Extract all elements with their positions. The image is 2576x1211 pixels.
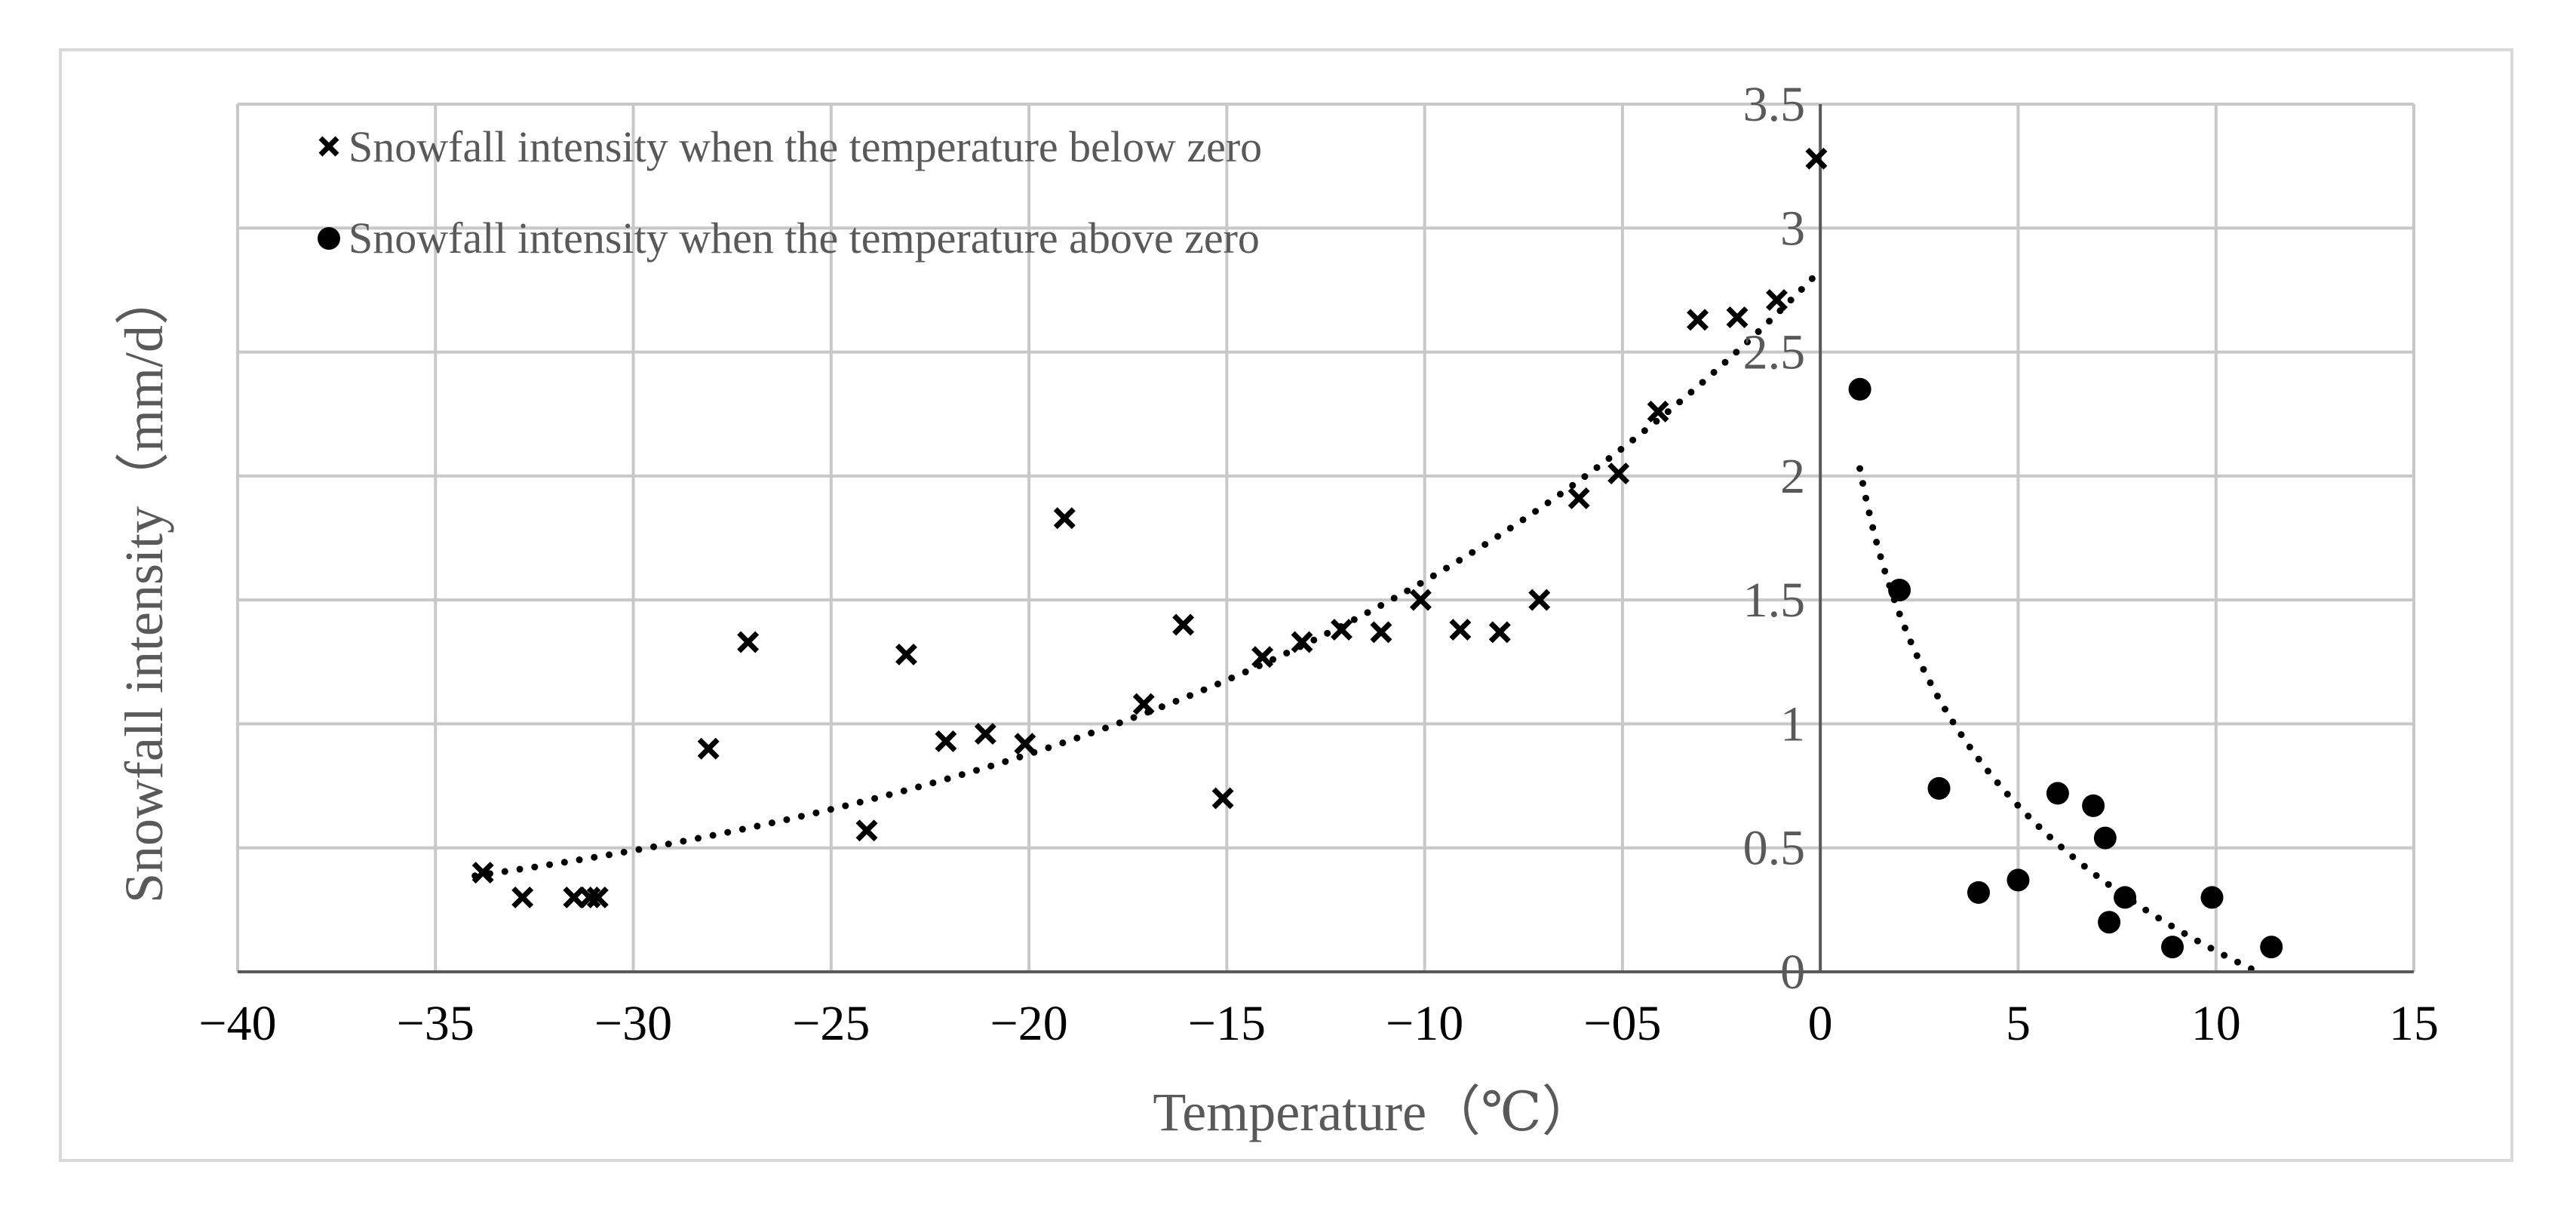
point-below-zero	[1053, 507, 1076, 530]
x-tick-label: −35	[397, 996, 474, 1051]
axes	[238, 104, 2414, 973]
y-tick-label: 0.5	[1743, 821, 1806, 876]
tick-labels: −40 −35 −30 −25 −20 −15 −10 −05 0 5 10 15 0 0.5 1 1.5 2 2…	[198, 77, 2439, 1051]
point-above-zero	[2098, 911, 2121, 934]
point-above-zero	[1848, 377, 1871, 401]
legend-item-above-zero: Snowfall intensity when the temperature …	[318, 214, 1260, 263]
point-above-zero	[2161, 936, 2185, 959]
point-above-zero	[2082, 794, 2105, 817]
point-below-zero	[974, 723, 996, 745]
point-above-zero	[2200, 886, 2224, 909]
point-above-zero	[1967, 881, 1990, 904]
point-below-zero	[1726, 306, 1749, 329]
point-below-zero	[1251, 646, 1274, 669]
legend-label-below-zero: Snowfall intensity when the temperature …	[348, 122, 1262, 171]
y-tick-label: 3.5	[1743, 77, 1806, 132]
point-below-zero	[563, 886, 585, 908]
x-tick-label: −40	[198, 996, 276, 1051]
point-above-zero	[2046, 782, 2069, 805]
x-axis-title: Temperature（℃）	[1153, 1082, 1595, 1142]
legend-cross-marker	[318, 136, 339, 157]
x-tick-label: 5	[2006, 996, 2031, 1051]
x-tick-label: −10	[1386, 996, 1463, 1051]
point-below-zero	[1132, 693, 1155, 715]
legend: Snowfall intensity when the temperature …	[318, 122, 1262, 263]
y-tick-label: 1	[1780, 696, 1805, 751]
point-below-zero	[895, 643, 917, 665]
point-below-zero	[1805, 147, 1828, 170]
point-below-zero	[1607, 463, 1630, 485]
point-above-zero	[2260, 936, 2283, 959]
point-above-zero	[2006, 868, 2030, 892]
point-below-zero	[855, 819, 878, 842]
point-below-zero	[1331, 619, 1352, 641]
data-points	[471, 147, 2283, 959]
x-tick-label: −25	[792, 996, 870, 1051]
legend-dot-marker	[318, 227, 340, 250]
point-below-zero	[1211, 787, 1234, 810]
point-above-zero	[2114, 886, 2137, 909]
point-below-zero	[1409, 589, 1432, 611]
y-axis-title: Snowfall intensity（mm/d）	[114, 271, 174, 903]
point-above-zero	[1888, 579, 1911, 601]
point-below-zero	[737, 631, 760, 653]
trendline-series-2	[1856, 465, 2259, 975]
grid-lines	[236, 103, 2415, 972]
point-below-zero	[1687, 309, 1709, 331]
y-tick-label: 1.5	[1743, 573, 1806, 628]
x-tick-label: −20	[990, 996, 1067, 1051]
point-below-zero	[1172, 613, 1195, 636]
point-below-zero	[1647, 400, 1669, 423]
y-tick-label: 2	[1780, 449, 1805, 504]
point-below-zero	[1370, 621, 1392, 644]
x-tick-label: −15	[1188, 996, 1266, 1051]
x-tick-label: 0	[1808, 996, 1833, 1051]
point-below-zero	[1766, 289, 1788, 312]
point-below-zero	[1291, 631, 1313, 653]
point-below-zero	[586, 886, 609, 908]
legend-label-above-zero: Snowfall intensity when the temperature …	[348, 214, 1260, 263]
y-tick-label: 3	[1780, 201, 1805, 256]
point-below-zero	[935, 730, 957, 752]
point-below-zero	[1567, 487, 1590, 509]
x-tick-label: −05	[1583, 996, 1661, 1051]
trendlines	[471, 266, 2259, 975]
x-tick-label: 15	[2389, 996, 2439, 1051]
y-tick-label: 0	[1780, 945, 1805, 1000]
point-below-zero	[1488, 621, 1511, 644]
point-above-zero	[1927, 776, 1951, 800]
y-tick-label: 2.5	[1743, 325, 1806, 380]
x-tick-label: −30	[594, 996, 672, 1051]
x-tick-label: 10	[2191, 996, 2241, 1051]
point-below-zero	[511, 886, 534, 908]
point-below-zero	[579, 886, 601, 908]
point-below-zero	[471, 862, 494, 884]
point-above-zero	[2093, 826, 2117, 850]
point-below-zero	[1528, 589, 1551, 611]
point-below-zero	[697, 737, 720, 760]
trendline-series-1	[471, 266, 1824, 880]
chart-frame	[59, 48, 2513, 1162]
legend-item-below-zero: Snowfall intensity when the temperature …	[318, 122, 1262, 171]
point-below-zero	[1449, 619, 1472, 641]
point-below-zero	[1014, 733, 1036, 755]
